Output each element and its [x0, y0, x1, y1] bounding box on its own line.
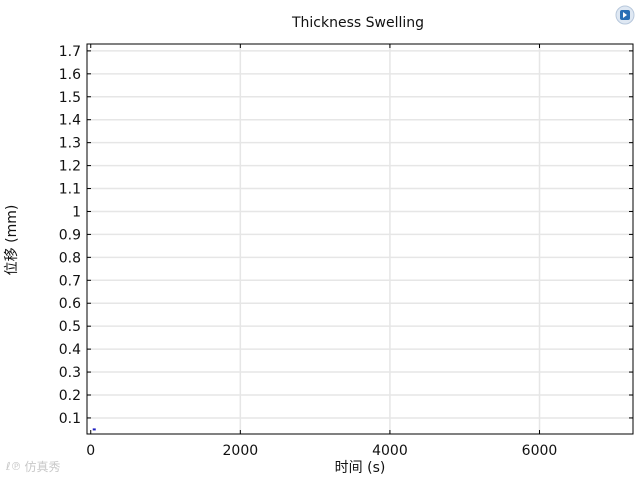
y-tick-label: 0.6	[59, 296, 81, 312]
x-tick-label: 6000	[522, 443, 558, 459]
plot-area	[86, 43, 634, 435]
data-point	[92, 428, 96, 431]
y-tick-label: 1.7	[59, 44, 81, 60]
y-tick-label: 1.6	[59, 67, 81, 83]
y-tick-label: 1.2	[59, 159, 81, 175]
x-tick-label: 4000	[372, 443, 408, 459]
y-tick-label: 0.7	[59, 273, 81, 289]
y-tick-label: 0.5	[59, 319, 81, 335]
y-tick-label: 0.2	[59, 388, 81, 404]
y-tick-label: 1	[72, 204, 81, 220]
x-tick-label: 0	[86, 443, 95, 459]
chart-title: Thickness Swelling	[291, 15, 424, 31]
series-layer	[92, 428, 96, 431]
y-tick-label: 1.1	[59, 182, 81, 198]
y-tick-label: 1.4	[59, 113, 81, 129]
y-tick-label: 1.3	[59, 136, 81, 152]
comsol-logo-icon[interactable]	[614, 5, 636, 25]
x-axis-label: 时间 (s)	[335, 460, 386, 476]
y-tick-label: 0.4	[59, 342, 81, 358]
grid	[87, 44, 633, 434]
y-tick-label: 0.9	[59, 227, 81, 243]
y-axis-label: 位移 (mm)	[4, 205, 20, 276]
watermark-logo-icon: ℓ℗	[6, 459, 22, 473]
x-tick-label: 2000	[223, 443, 259, 459]
axis-ticks: 0.1 0.2 0.3 0.4 0.5 0.6 0.7 0.8 0.9 1 1.1 1.2 1.3 1.4…	[59, 44, 633, 459]
y-tick-label: 1.5	[59, 90, 81, 106]
watermark: ℓ℗ 仿真秀	[6, 456, 61, 476]
watermark-text: 仿真秀	[24, 459, 61, 474]
y-tick-label: 0.1	[59, 411, 81, 427]
y-tick-label: 0.3	[59, 365, 81, 381]
y-tick-label: 0.8	[59, 250, 81, 266]
